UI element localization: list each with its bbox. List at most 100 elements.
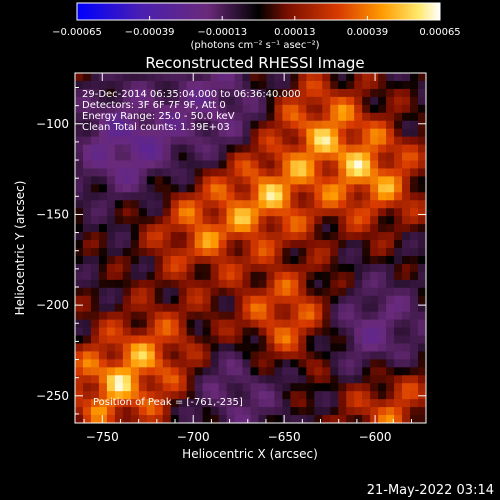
- heatmap-cell: [106, 248, 116, 257]
- heatmap-cell: [98, 240, 108, 249]
- heatmap-cell: [90, 112, 100, 122]
- heatmap-cell: [322, 128, 331, 138]
- heatmap-cell: [306, 367, 315, 376]
- heatmap-cell: [298, 335, 307, 344]
- heatmap-cell: [250, 415, 259, 424]
- heatmap-cell: [138, 232, 148, 241]
- heatmap-cell: [82, 327, 92, 336]
- heatmap-cell: [170, 335, 180, 344]
- colorbar: [76, 2, 441, 21]
- heatmap-cell: [410, 311, 419, 321]
- heatmap-cell: [210, 208, 220, 217]
- heatmap-cell: [290, 216, 299, 225]
- heatmap-cell: [354, 295, 363, 305]
- heatmap-cell: [266, 216, 275, 225]
- heatmap-cell: [354, 104, 363, 114]
- heatmap-cell: [218, 184, 228, 193]
- heatmap-cell: [154, 200, 164, 209]
- heatmap-cell: [362, 303, 371, 313]
- heatmap-cell: [298, 407, 307, 416]
- heatmap-cell: [178, 367, 188, 376]
- heatmap-cell: [154, 192, 164, 201]
- heatmap-cell: [394, 295, 403, 305]
- heatmap-cell: [282, 88, 291, 98]
- heatmap-cell: [194, 224, 204, 233]
- heatmap-cell: [330, 216, 339, 225]
- heatmap-cell: [266, 415, 275, 424]
- heatmap-cell: [290, 399, 299, 408]
- heatmap-cell: [306, 407, 315, 416]
- heatmap-cell: [90, 176, 100, 185]
- heatmap-cell: [186, 359, 196, 368]
- heatmap-cell: [114, 192, 124, 201]
- heatmap-cell: [162, 343, 172, 352]
- heatmap-cell: [386, 271, 395, 281]
- heatmap-cell: [250, 311, 259, 321]
- heatmap-cell: [322, 263, 331, 273]
- heatmap-cell: [114, 232, 124, 241]
- heatmap-cell: [266, 303, 275, 313]
- heatmap-cell: [314, 104, 323, 114]
- heatmap-cell: [75, 128, 84, 138]
- heatmap-cell: [338, 311, 347, 321]
- heatmap-cell: [186, 367, 196, 376]
- heatmap-cell: [354, 112, 363, 122]
- heatmap-cell: [410, 96, 419, 106]
- heatmap-cell: [130, 216, 140, 225]
- heatmap-cell: [290, 271, 299, 281]
- heatmap-cell: [410, 367, 419, 376]
- heatmap-cell: [258, 200, 267, 209]
- heatmap-cell: [154, 263, 164, 273]
- heatmap-cell: [114, 271, 124, 281]
- heatmap-cell: [338, 80, 347, 90]
- heatmap-cell: [250, 367, 259, 376]
- heatmap-cell: [226, 255, 236, 265]
- heatmap-cell: [354, 351, 363, 360]
- heatmap-cell: [410, 335, 419, 344]
- heatmap-cell: [154, 295, 164, 305]
- heatmap-cell: [106, 279, 116, 289]
- heatmap-cell: [306, 311, 315, 321]
- heatmap-cell: [386, 303, 395, 313]
- heatmap-cell: [242, 96, 251, 106]
- heatmap-cell: [98, 128, 108, 138]
- heatmap-cell: [242, 295, 251, 305]
- heatmap-cell: [322, 176, 331, 185]
- heatmap-cell: [394, 216, 403, 225]
- heatmap-cell: [122, 303, 132, 313]
- heatmap-cell: [82, 216, 92, 225]
- heatmap-cell: [250, 160, 259, 169]
- heatmap-cell: [274, 232, 283, 241]
- heatmap-cell: [75, 383, 84, 392]
- heatmap-cell: [330, 327, 339, 336]
- heatmap-cell: [106, 232, 116, 241]
- annotation-clean-counts: Clean Total counts: 1.39E+03: [82, 122, 230, 133]
- heatmap-cell: [154, 391, 164, 400]
- heatmap-cell: [234, 311, 244, 321]
- heatmap-cell: [154, 176, 164, 185]
- heatmap-cell: [162, 144, 172, 154]
- heatmap-cell: [402, 255, 411, 265]
- heatmap-cell: [210, 73, 220, 82]
- heatmap-cell: [250, 263, 259, 273]
- heatmap-cell: [122, 200, 132, 209]
- heatmap-cell: [154, 216, 164, 225]
- heatmap-cell: [378, 168, 387, 177]
- heatmap-cell: [75, 224, 84, 233]
- heatmap-cell: [314, 407, 323, 416]
- heatmap-cell: [378, 311, 387, 321]
- heatmap-cell: [274, 343, 283, 352]
- x-tick-label: −650: [268, 430, 301, 444]
- heatmap-cell: [82, 359, 92, 368]
- heatmap-image: [75, 73, 427, 424]
- heatmap-cell: [82, 176, 92, 185]
- heatmap-cell: [114, 311, 124, 321]
- heatmap-cell: [130, 176, 140, 185]
- heatmap-cell: [194, 295, 204, 305]
- heatmap-cell: [298, 112, 307, 122]
- heatmap-cell: [346, 248, 355, 257]
- heatmap-cell: [146, 112, 156, 122]
- heatmap-cell: [210, 80, 220, 90]
- heatmap-cell: [210, 184, 220, 193]
- heatmap-cell: [154, 399, 164, 408]
